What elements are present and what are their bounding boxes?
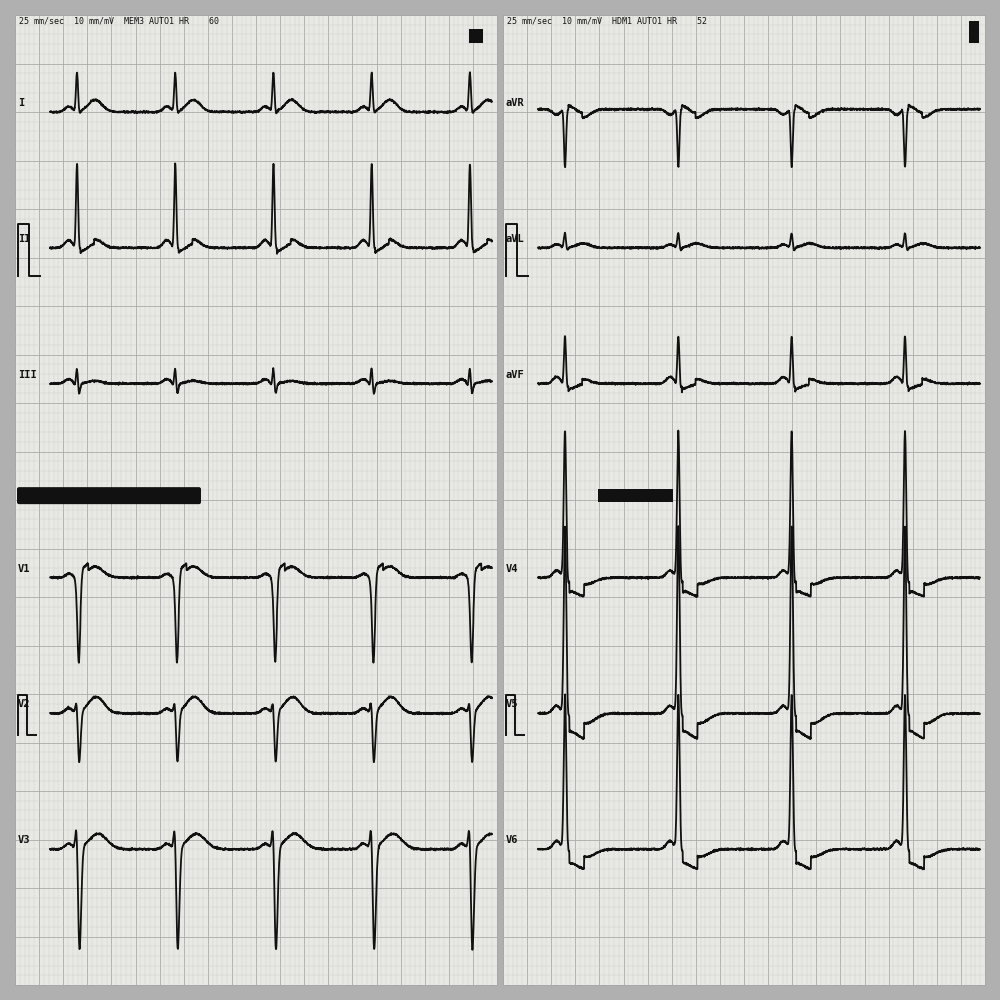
Text: V1: V1 bbox=[18, 564, 30, 574]
Text: III: III bbox=[18, 370, 37, 380]
Text: 25 mm/sec  10 mm/mV  MEM3 AUTO1 HR    60: 25 mm/sec 10 mm/mV MEM3 AUTO1 HR 60 bbox=[19, 16, 219, 25]
FancyBboxPatch shape bbox=[17, 487, 201, 504]
Text: II: II bbox=[18, 234, 30, 244]
Bar bbox=[969, 21, 979, 43]
Text: V4: V4 bbox=[506, 564, 518, 574]
Text: V6: V6 bbox=[506, 835, 518, 845]
Bar bbox=[503, 15, 985, 985]
Text: aVL: aVL bbox=[506, 234, 525, 244]
Bar bbox=[469, 29, 483, 43]
Text: V3: V3 bbox=[18, 835, 30, 845]
Text: V5: V5 bbox=[506, 699, 518, 709]
Text: I: I bbox=[18, 98, 24, 108]
Bar bbox=[15, 15, 497, 985]
Text: V2: V2 bbox=[18, 699, 30, 709]
Text: 25 mm/sec  10 mm/mV  HDM1 AUTO1 HR    52: 25 mm/sec 10 mm/mV HDM1 AUTO1 HR 52 bbox=[507, 16, 707, 25]
Text: aVF: aVF bbox=[506, 370, 525, 380]
Text: aVR: aVR bbox=[506, 98, 525, 108]
Bar bbox=[598, 489, 673, 502]
